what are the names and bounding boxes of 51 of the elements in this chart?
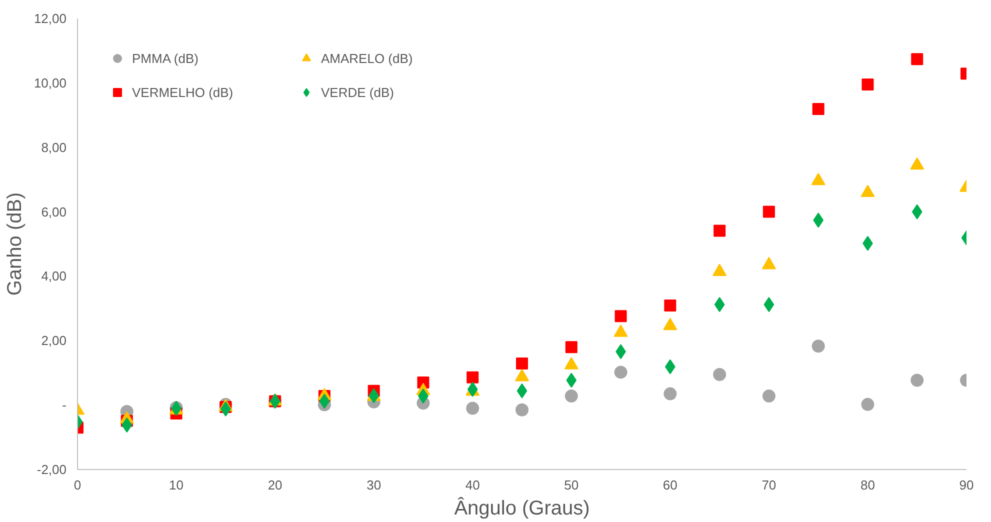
x-axis-title: Ângulo (Graus)	[454, 496, 590, 520]
point	[764, 297, 774, 312]
point	[762, 206, 775, 218]
x-tick-label: 10	[169, 478, 184, 492]
point	[122, 418, 132, 433]
point	[564, 390, 578, 403]
point	[812, 103, 824, 116]
point	[466, 402, 480, 415]
point	[912, 204, 922, 220]
point	[910, 374, 924, 387]
point	[516, 403, 528, 416]
x-tick-label: 90	[959, 478, 974, 492]
point	[565, 341, 578, 354]
point	[664, 387, 677, 400]
point	[664, 300, 676, 312]
point	[714, 297, 725, 312]
point	[466, 371, 479, 384]
legend-label: AMARELO (dB)	[321, 50, 414, 66]
legend-label: VERDE (dB)	[321, 84, 395, 100]
x-tick-label: 60	[662, 478, 678, 492]
point	[911, 53, 924, 66]
x-tick-label: 0	[74, 478, 82, 492]
y-tick-label: 4,00	[41, 268, 67, 284]
point	[516, 358, 528, 370]
point	[861, 398, 874, 411]
y-tick-label: -	[62, 398, 67, 413]
y-tick-label: -2,00	[36, 462, 67, 477]
y-tick-label: 10,00	[34, 75, 67, 90]
point	[319, 394, 330, 409]
y-tick-label: 2,00	[41, 333, 67, 348]
point	[566, 372, 577, 388]
x-tick-label: 70	[762, 478, 776, 492]
y-axis-title: Ganho (dB)	[4, 192, 26, 296]
point	[714, 224, 726, 237]
point	[516, 383, 528, 398]
y-tick-label: 8,00	[41, 140, 67, 155]
x-tick-label: 80	[860, 478, 875, 492]
point	[762, 390, 776, 403]
y-tick-label: 12,00	[34, 11, 67, 26]
x-tick-label: 20	[268, 478, 282, 492]
legend-label: VERMELHO (dB)	[132, 84, 234, 100]
y-tick-label: 6,00	[41, 204, 67, 220]
point	[614, 366, 628, 379]
point	[713, 368, 726, 381]
point	[614, 310, 627, 322]
point	[812, 340, 825, 353]
x-tick-label: 40	[465, 478, 480, 492]
x-tick-label: 30	[366, 478, 382, 492]
legend-label: PMMA (dB)	[132, 50, 200, 66]
x-tick-label: 50	[564, 478, 579, 492]
point	[862, 78, 874, 91]
